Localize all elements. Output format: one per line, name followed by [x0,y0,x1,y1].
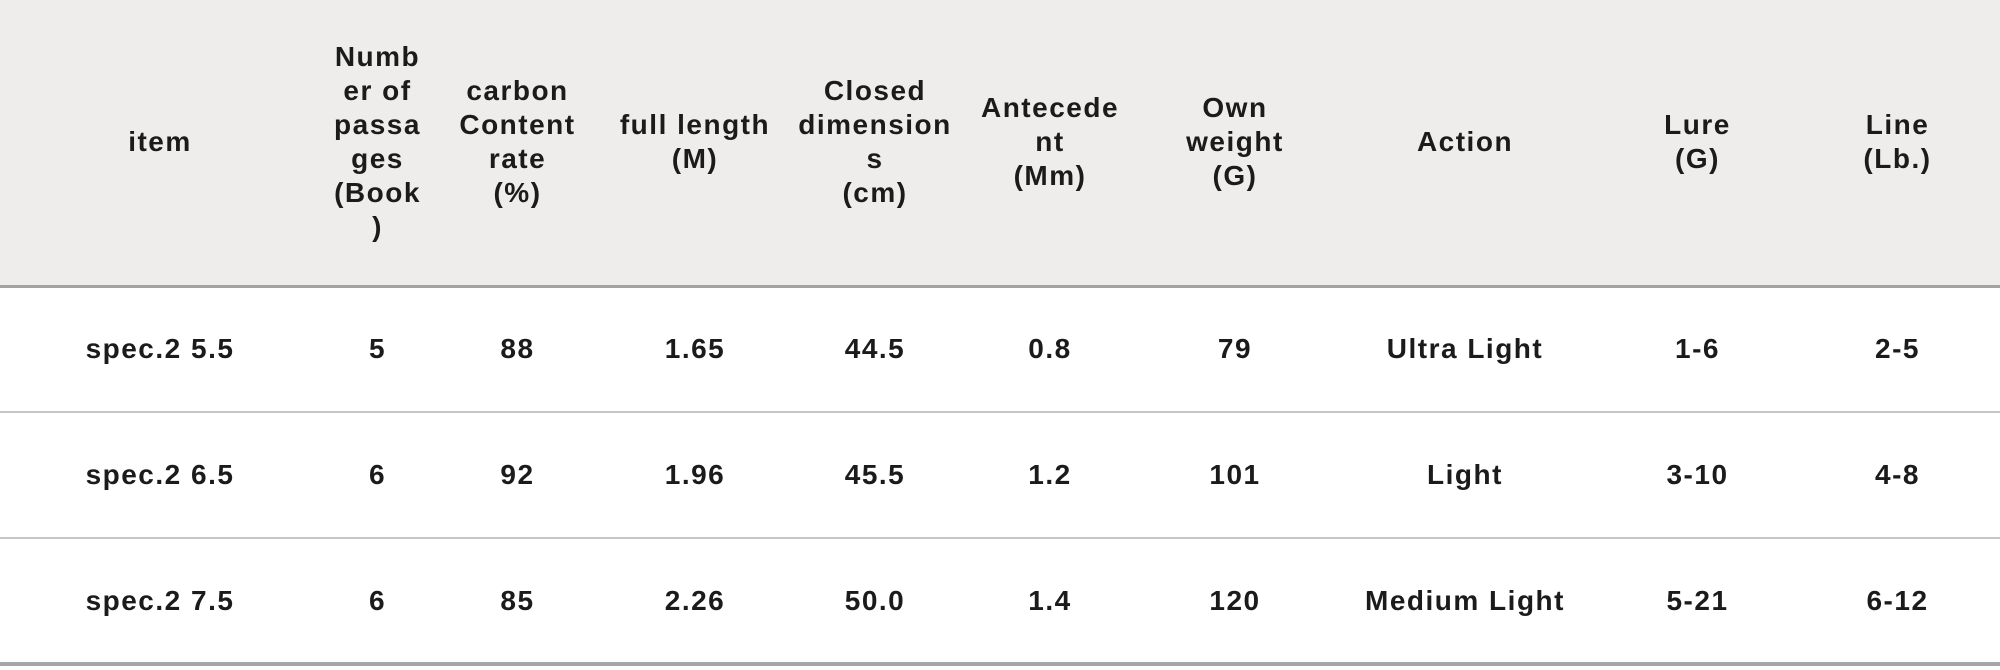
cell-lure: 1-6 [1600,286,1795,413]
cell-item: spec.2 7.5 [0,538,320,666]
cell-length: 1.65 [600,286,790,413]
cell-carbon: 92 [435,412,600,539]
cell-closed: 50.0 [790,538,960,666]
header-cell-action: Action [1330,0,1600,288]
cell-action: Medium Light [1330,538,1600,666]
cell-item: spec.2 6.5 [0,412,320,539]
header-cell-item: item [0,0,320,288]
cell-item: spec.2 5.5 [0,286,320,413]
cell-lure: 3-10 [1600,412,1795,539]
header-cell-antecedent: Antecede nt (Mm) [960,0,1140,288]
header-cell-length: full length (M) [600,0,790,288]
cell-carbon: 88 [435,286,600,413]
cell-closed: 44.5 [790,286,960,413]
cell-line: 6-12 [1795,538,2000,666]
header-cell-weight: Own weight (G) [1140,0,1330,288]
cell-line: 2-5 [1795,286,2000,413]
header-cell-carbon: carbon Content rate (%) [435,0,600,288]
cell-length: 2.26 [600,538,790,666]
cell-line: 4-8 [1795,412,2000,539]
cell-action: Ultra Light [1330,286,1600,413]
cell-length: 1.96 [600,412,790,539]
cell-passages: 5 [320,286,435,413]
header-cell-passages: Numb er of passa ges (Book ) [320,0,435,288]
cell-antecedent: 1.4 [960,538,1140,666]
table-row: spec.2 5.5 5 88 1.65 44.5 0.8 79 Ultra L… [0,286,2000,413]
cell-closed: 45.5 [790,412,960,539]
cell-antecedent: 1.2 [960,412,1140,539]
cell-weight: 101 [1140,412,1330,539]
header-cell-lure: Lure (G) [1600,0,1795,288]
cell-passages: 6 [320,412,435,539]
cell-carbon: 85 [435,538,600,666]
cell-weight: 79 [1140,286,1330,413]
cell-weight: 120 [1140,538,1330,666]
header-cell-closed: Closed dimension s (cm) [790,0,960,288]
cell-action: Light [1330,412,1600,539]
table-row: spec.2 7.5 6 85 2.26 50.0 1.4 120 Medium… [0,538,2000,666]
table-header-row: item Numb er of passa ges (Book ) carbon… [0,0,2000,288]
header-cell-line: Line (Lb.) [1795,0,2000,288]
table-row: spec.2 6.5 6 92 1.96 45.5 1.2 101 Light … [0,412,2000,539]
cell-lure: 5-21 [1600,538,1795,666]
cell-antecedent: 0.8 [960,286,1140,413]
cell-passages: 6 [320,538,435,666]
